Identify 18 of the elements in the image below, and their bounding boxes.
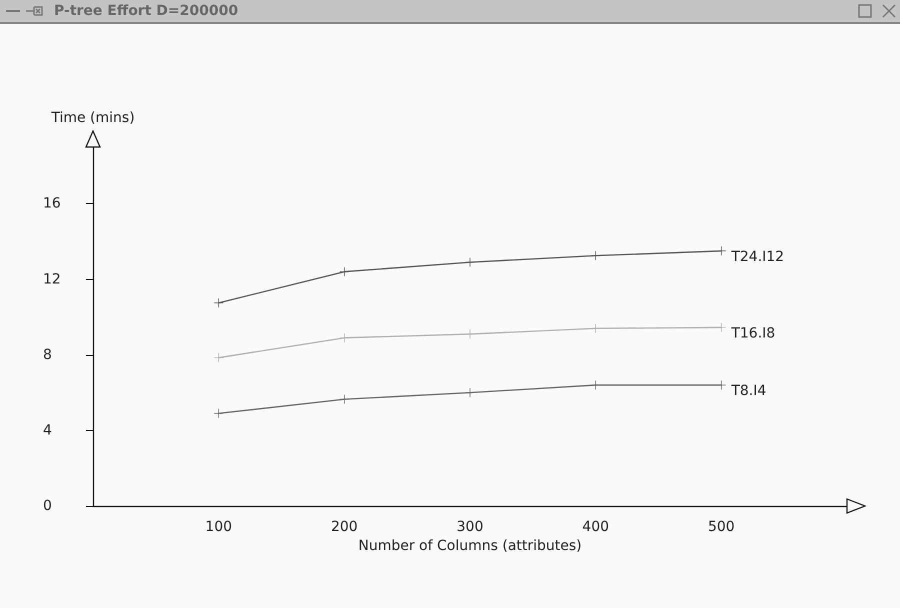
series-label: T8.I4 (730, 383, 766, 400)
y-tick-label: 0 (43, 498, 52, 514)
point (466, 258, 474, 267)
x-tick-label: 300 (456, 519, 484, 535)
x-tick-label: 400 (582, 519, 610, 535)
y-tick-label: 4 (43, 422, 52, 438)
x-axis-title: Number of Columns (attributes) (358, 538, 582, 554)
x-tick-label: 200 (330, 519, 358, 535)
y-tick-label: 16 (43, 196, 61, 212)
y-tick-label: 12 (43, 271, 61, 288)
x-tick-label: 500 (708, 519, 735, 535)
x-tick-label: 100 (205, 519, 232, 535)
series-label: T16.I8 (730, 325, 776, 342)
series-label: T24.I12 (730, 248, 784, 265)
y-axis-title: Time (mins) (50, 110, 135, 126)
point (214, 408, 224, 418)
y-tick-label: 8 (43, 346, 52, 363)
chart-title: P-tree Effort D=200000 (54, 3, 238, 19)
